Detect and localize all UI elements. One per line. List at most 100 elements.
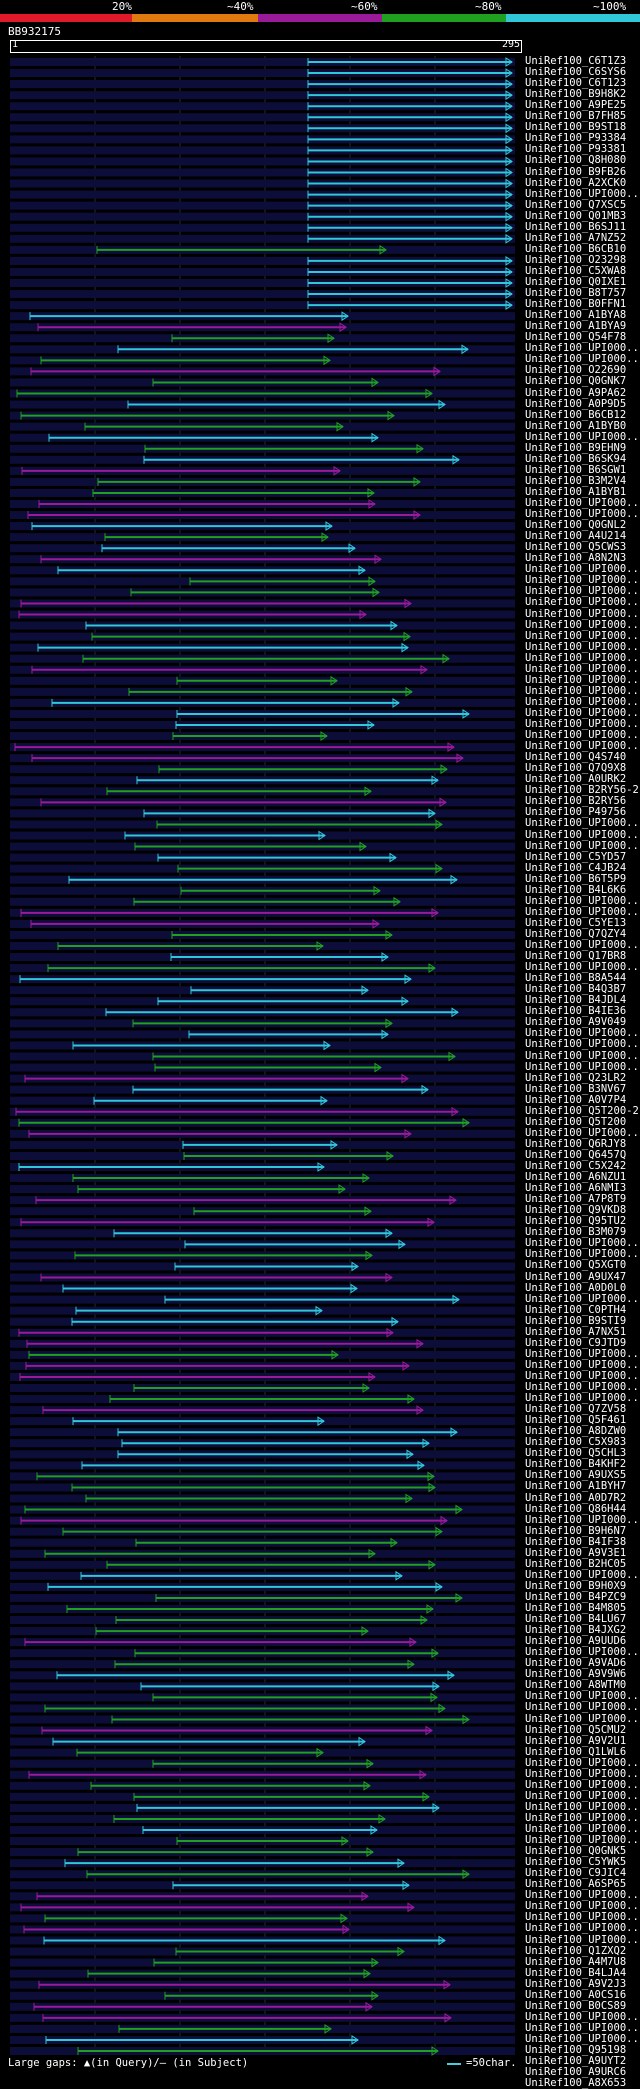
hit-link[interactable]: UniRef100_A8WTM0 xyxy=(525,1679,627,1692)
hit-link[interactable]: UniRef100_Q9VKD8 xyxy=(525,1204,627,1217)
hit-link[interactable]: UniRef100_B9EHN9 xyxy=(525,441,627,454)
hit-link[interactable]: UniRef100_UPI000.. xyxy=(525,1392,639,1405)
hit-link[interactable]: UniRef100_Q5F461 xyxy=(525,1414,627,1427)
hit-link[interactable]: UniRef100_B9H8K2 xyxy=(525,88,627,101)
hit-link[interactable]: UniRef100_C5X983 xyxy=(525,1436,627,1449)
hit-link[interactable]: UniRef100_UPI000.. xyxy=(525,1811,639,1824)
hit-link[interactable]: UniRef100_B0FFN1 xyxy=(525,298,627,311)
hit-link[interactable]: UniRef100_Q17BR8 xyxy=(525,950,627,963)
hit-link[interactable]: UniRef100_A6NMI3 xyxy=(525,1182,627,1195)
hit-link[interactable]: UniRef100_A0D7R2 xyxy=(525,1491,627,1504)
hit-link[interactable]: UniRef100_B4M805 xyxy=(525,1602,627,1614)
hit-link[interactable]: UniRef100_Q86H44 xyxy=(525,1502,627,1515)
hit-link[interactable]: UniRef100_UPI000.. xyxy=(525,1027,639,1040)
hit-link[interactable]: UniRef100_UPI000.. xyxy=(525,2032,639,2045)
hit-link[interactable]: UniRef100_B0CS89 xyxy=(525,1999,627,2012)
hit-link[interactable]: UniRef100_A9UYT2 xyxy=(525,2055,627,2068)
hit-link[interactable]: UniRef100_UPI000.. xyxy=(525,585,639,598)
hit-link[interactable]: UniRef100_C6SYS6 xyxy=(525,66,627,79)
hit-link[interactable]: UniRef100_UPI000.. xyxy=(525,607,639,620)
hit-link[interactable]: UniRef100_Q95198 xyxy=(525,2044,627,2056)
hit-link[interactable]: UniRef100_A1BYB1 xyxy=(525,485,627,498)
hit-link[interactable]: UniRef100_UPI000.. xyxy=(525,817,639,830)
hit-link[interactable]: UniRef100_B8A544 xyxy=(525,972,627,985)
hit-link[interactable]: UniRef100_A7P8T9 xyxy=(525,1193,627,1206)
hit-link[interactable]: UniRef100_UPI000.. xyxy=(525,1789,639,1802)
hit-link[interactable]: UniRef100_B9FB26 xyxy=(525,165,627,178)
hit-link[interactable]: UniRef100_Q7Q9X8 xyxy=(525,762,627,775)
hit-link[interactable]: UniRef100_P49756 xyxy=(525,806,627,819)
hit-link[interactable]: UniRef100_A9V2U1 xyxy=(525,1734,627,1747)
hit-link[interactable]: UniRef100_A4U214 xyxy=(525,530,627,543)
hit-link[interactable]: UniRef100_C5YD57 xyxy=(525,850,627,863)
hit-link[interactable]: UniRef100_A9VAD6 xyxy=(525,1657,627,1670)
hit-link[interactable]: UniRef100_Q7XSC5 xyxy=(525,198,627,211)
hit-link[interactable]: UniRef100_A9V049 xyxy=(525,1016,627,1029)
hit-link[interactable]: UniRef100_UPI000.. xyxy=(525,1889,639,1902)
hit-link[interactable]: UniRef100_UPI000.. xyxy=(525,651,639,664)
hit-link[interactable]: UniRef100_O22690 xyxy=(525,364,627,377)
hit-link[interactable]: UniRef100_Q0IXE1 xyxy=(525,276,627,288)
hit-link[interactable]: UniRef100_A1BYH7 xyxy=(525,1480,627,1493)
hit-link[interactable]: UniRef100_UPI000.. xyxy=(525,574,639,587)
hit-link[interactable]: UniRef100_A9V2J3 xyxy=(525,1977,627,1990)
hit-link[interactable]: UniRef100_C6T123 xyxy=(525,77,627,90)
hit-link[interactable]: UniRef100_B6SK94 xyxy=(525,452,627,465)
hit-link[interactable]: UniRef100_Q95TU2 xyxy=(525,1215,627,1228)
hit-link[interactable]: UniRef100_UPI000.. xyxy=(525,618,639,631)
hit-link[interactable]: UniRef100_UPI000.. xyxy=(525,961,639,974)
hit-link[interactable]: UniRef100_UPI000.. xyxy=(525,1237,639,1250)
hit-link[interactable]: UniRef100_UPI000.. xyxy=(525,939,639,951)
hit-link[interactable]: UniRef100_Q6RJY8 xyxy=(525,1137,627,1150)
hit-link[interactable]: UniRef100_B4LU67 xyxy=(525,1613,627,1626)
hit-link[interactable]: UniRef100_B6CB12 xyxy=(525,408,627,421)
hit-link[interactable]: UniRef100_UPI000.. xyxy=(525,1778,639,1791)
hit-link[interactable]: UniRef100_B2HC05 xyxy=(525,1557,627,1570)
hit-link[interactable]: UniRef100_B3M2V4 xyxy=(525,474,627,487)
hit-link[interactable]: UniRef100_UPI000.. xyxy=(525,497,639,509)
hit-link[interactable]: UniRef100_Q0GNK5 xyxy=(525,1845,627,1858)
hit-link[interactable]: UniRef100_UPI000.. xyxy=(525,1712,639,1725)
hit-link[interactable]: UniRef100_A1BYA9 xyxy=(525,320,627,333)
hit-link[interactable]: UniRef100_A8DZW0 xyxy=(525,1425,627,1438)
hit-link[interactable]: UniRef100_C9JTD9 xyxy=(525,1336,627,1349)
hit-link[interactable]: UniRef100_UPI000.. xyxy=(525,1038,639,1051)
hit-link[interactable]: UniRef100_UPI000.. xyxy=(525,695,639,708)
hit-link[interactable]: UniRef100_Q5T200-2 xyxy=(525,1104,639,1117)
hit-link[interactable]: UniRef100_B9STI9 xyxy=(525,1314,627,1327)
hit-link[interactable]: UniRef100_A0P9D5 xyxy=(525,397,627,410)
hit-link[interactable]: UniRef100_A7NZ52 xyxy=(525,231,627,244)
hit-link[interactable]: UniRef100_Q1LWL6 xyxy=(525,1745,627,1758)
hit-link[interactable]: UniRef100_UPI000.. xyxy=(525,1900,639,1913)
hit-link[interactable]: UniRef100_UPI000.. xyxy=(525,1767,639,1780)
hit-link[interactable]: UniRef100_UPI000.. xyxy=(525,1922,639,1935)
hit-link[interactable]: UniRef100_A9PA62 xyxy=(525,386,627,399)
hit-link[interactable]: UniRef100_P93381 xyxy=(525,143,627,156)
hit-link[interactable]: UniRef100_A9UX47 xyxy=(525,1270,627,1283)
hit-link[interactable]: UniRef100_A1BYB0 xyxy=(525,419,627,432)
hit-link[interactable]: UniRef100_UPI000.. xyxy=(525,1933,639,1946)
hit-link[interactable]: UniRef100_B4JXG2 xyxy=(525,1624,627,1637)
hit-link[interactable]: UniRef100_C5YWK5 xyxy=(525,1856,627,1869)
hit-link[interactable]: UniRef100_UPI000.. xyxy=(525,1060,639,1073)
hit-link[interactable]: UniRef100_UPI000.. xyxy=(525,828,639,841)
hit-link[interactable]: UniRef100_B6T5P9 xyxy=(525,872,627,885)
hit-link[interactable]: UniRef100_B8T757 xyxy=(525,287,627,300)
hit-link[interactable]: UniRef100_A2XCK0 xyxy=(525,176,627,189)
hit-link[interactable]: UniRef100_UPI000.. xyxy=(525,1756,639,1769)
hit-link[interactable]: UniRef100_C6T1Z3 xyxy=(525,55,627,67)
hit-link[interactable]: UniRef100_Q0GNL2 xyxy=(525,519,627,532)
hit-link[interactable]: UniRef100_UPI000.. xyxy=(525,430,639,443)
hit-link[interactable]: UniRef100_UPI000.. xyxy=(525,1369,639,1382)
hit-link[interactable]: UniRef100_UPI000.. xyxy=(525,673,639,686)
hit-link[interactable]: UniRef100_A9UXS5 xyxy=(525,1469,627,1482)
hit-link[interactable]: UniRef100_UPI000.. xyxy=(525,1347,639,1360)
hit-link[interactable]: UniRef100_UPI000.. xyxy=(525,2010,639,2023)
hit-link[interactable]: UniRef100_A0CS16 xyxy=(525,1988,627,2001)
hit-link[interactable]: UniRef100_UPI000.. xyxy=(525,1800,639,1813)
hit-link[interactable]: UniRef100_UPI000.. xyxy=(525,1568,639,1581)
hit-link[interactable]: UniRef100_UPI000.. xyxy=(525,1513,639,1526)
hit-link[interactable]: UniRef100_A6SP65 xyxy=(525,1878,627,1891)
hit-link[interactable]: UniRef100_C5YE13 xyxy=(525,916,627,929)
hit-link[interactable]: UniRef100_UPI000.. xyxy=(525,718,639,730)
